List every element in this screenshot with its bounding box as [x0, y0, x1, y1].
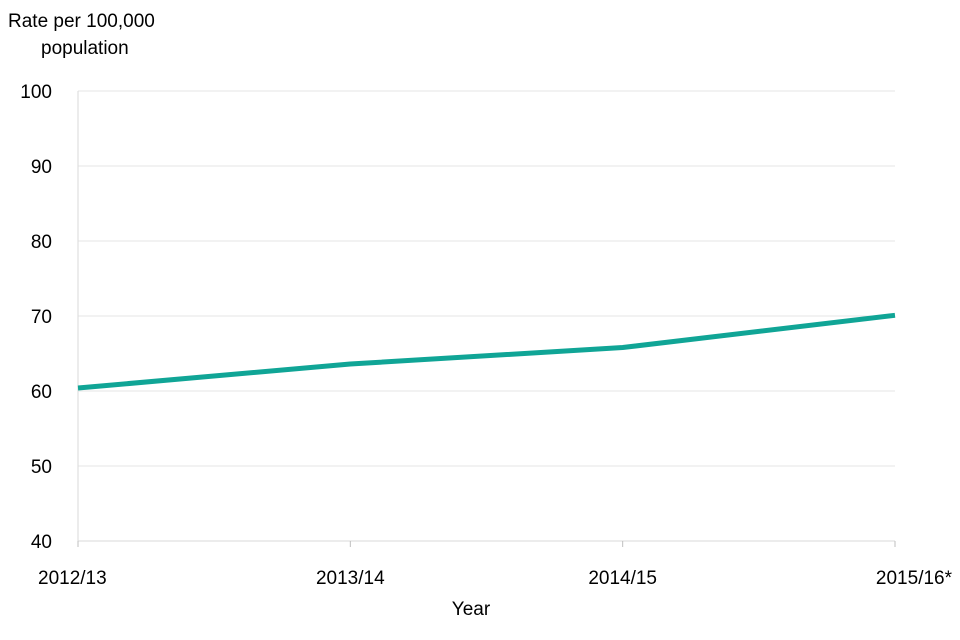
- series-lines: [77, 312, 896, 391]
- y-tick-label: 80: [31, 232, 52, 253]
- y-axis-label-line-2: population: [41, 38, 129, 59]
- x-tick-labels: 2012/13 2013/14 2014/15 2015/16*: [38, 568, 953, 589]
- x-tick-label: 2014/15: [588, 568, 657, 589]
- y-tick-label: 60: [31, 382, 52, 403]
- y-tick-label: 50: [31, 457, 52, 478]
- x-tick-label: 2015/16*: [876, 568, 953, 589]
- y-axis-label: Rate per 100,000 population: [8, 8, 155, 62]
- y-tick-labels: 40 50 60 70 80 90 100: [20, 82, 52, 553]
- y-tick-label: 90: [31, 157, 52, 178]
- gridlines: [78, 90, 895, 467]
- axes: [77, 91, 896, 547]
- x-tick-label: 2012/13: [38, 568, 107, 589]
- y-tick-label: 70: [31, 307, 52, 328]
- y-tick-label: 40: [31, 532, 52, 553]
- y-axis-label-line-1: Rate per 100,000: [8, 11, 155, 32]
- x-axis-label: Year: [452, 599, 491, 620]
- y-tick-label: 100: [20, 82, 52, 103]
- series-line: [77, 312, 896, 391]
- x-tick-label: 2013/14: [316, 568, 385, 589]
